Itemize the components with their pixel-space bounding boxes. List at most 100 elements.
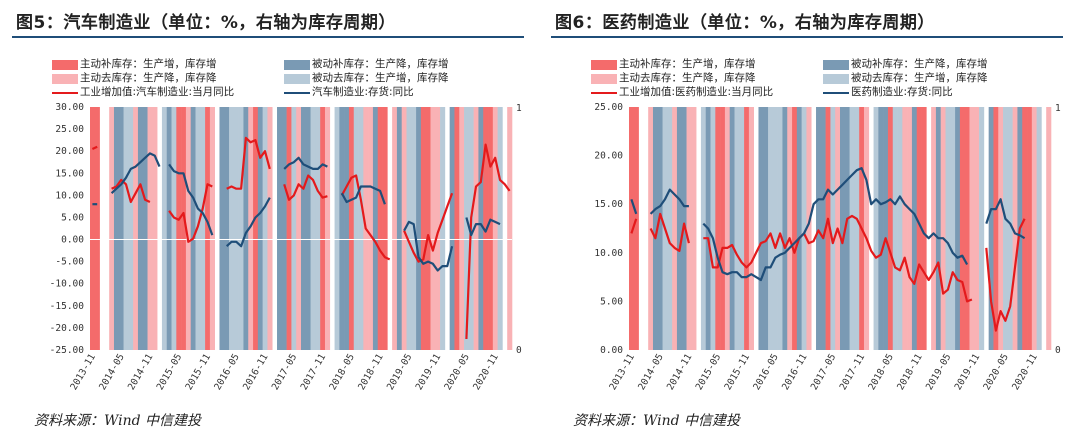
- y-tick-label: 20.00: [594, 151, 623, 162]
- cycle-band: [315, 107, 321, 350]
- x-tick-label: 2018-11: [356, 352, 386, 392]
- cycle-band: [133, 107, 139, 350]
- y-tick-label: -15.00: [50, 301, 85, 312]
- legend-label: 被动去库存：生产增，库存降: [851, 72, 988, 84]
- cycle-bands: [90, 107, 513, 350]
- cycle-band: [281, 107, 287, 350]
- cycle-band: [190, 107, 196, 350]
- cycle-band: [277, 107, 283, 350]
- cycle-band: [324, 107, 331, 350]
- cycle-band: [291, 107, 297, 350]
- cycle-band: [710, 107, 716, 350]
- cycle-band: [974, 107, 980, 350]
- cycle-band: [392, 107, 398, 350]
- cycle-band: [796, 107, 802, 350]
- cycle-band: [161, 107, 168, 350]
- cycle-band: [777, 107, 783, 350]
- cycle-band: [238, 107, 244, 350]
- cycle-band: [1012, 107, 1018, 350]
- cycle-band: [844, 107, 850, 350]
- legend-line-icon: [823, 91, 849, 94]
- legend-item-inventory-yoy: 医药制造业:存货:同比: [823, 85, 953, 100]
- y-tick-label: 0.00: [61, 235, 84, 246]
- legend-label: 主动去库存：生产降，库存降: [619, 72, 756, 84]
- cycle-band: [672, 107, 678, 350]
- x-tick-label: 2020-05: [981, 352, 1011, 392]
- cycle-band: [873, 107, 879, 350]
- cycle-band: [825, 107, 831, 350]
- y-tick-label: 10.00: [594, 248, 623, 259]
- legend-swatch-icon: [591, 73, 617, 84]
- cycle-band: [691, 107, 697, 350]
- output-yoy-line-segment: [403, 192, 454, 263]
- chart-automobile: 30.00 25.00 20.00 15.00 10.00 5.00 0.00 -5.00 -1…: [50, 102, 522, 392]
- legend-label: 汽车制造业:存货:同比: [312, 86, 414, 98]
- legend-item-inventory-yoy: 汽车制造业:存货:同比: [284, 85, 414, 100]
- title-rule: [12, 36, 524, 38]
- cycle-band: [420, 107, 426, 350]
- cycle-band: [464, 107, 470, 350]
- cycle-band: [715, 107, 721, 350]
- cycle-bands: [629, 107, 1052, 350]
- y-tick-label: -10.00: [50, 279, 85, 290]
- y-tick-label: 15.00: [594, 199, 623, 210]
- inventory-yoy-line-segment: [168, 163, 214, 236]
- cycle-band: [724, 107, 731, 350]
- inventory-yoy-line-segment: [110, 152, 161, 195]
- x-tick-label: 2014-05: [97, 352, 127, 392]
- cycle-band: [497, 107, 503, 350]
- cycle-band: [950, 107, 956, 350]
- legend-item-active-destock: 主动去库存：生产降，库存降: [52, 71, 217, 86]
- cycle-band: [993, 107, 999, 350]
- cycle-band: [1022, 107, 1028, 350]
- cycle-band: [959, 107, 965, 350]
- cycle-band: [1046, 107, 1052, 350]
- y-tick-label: -25.00: [50, 345, 85, 356]
- output-yoy-line-segment: [283, 174, 328, 201]
- cycle-band: [473, 107, 479, 350]
- source-note: 资料来源：Wind 中信建投: [34, 413, 202, 429]
- inventory-yoy-line-segment: [985, 198, 1026, 240]
- cycle-band: [459, 107, 465, 350]
- legend-item-active-destock: 主动去库存：生产降，库存降: [591, 71, 756, 86]
- cycle-band: [700, 107, 707, 350]
- inventory-yoy-line-segment: [225, 197, 271, 248]
- y-tick-label: 20.00: [55, 146, 84, 157]
- cycle-band: [109, 107, 115, 350]
- output-yoy-line-segment: [703, 214, 973, 303]
- cycle-band: [262, 107, 268, 350]
- cycle-band: [286, 107, 292, 350]
- cycle-band: [739, 107, 745, 350]
- cycle-band: [176, 107, 182, 350]
- y-tick-label: -5.00: [55, 257, 84, 268]
- x-tick-label: 2017-11: [299, 352, 329, 392]
- x-tick-label: 2020-05: [442, 352, 472, 392]
- cycle-band: [806, 107, 812, 350]
- cycle-band: [113, 107, 120, 350]
- cycle-band: [1031, 107, 1037, 350]
- y-tick-label: 25.00: [55, 124, 84, 135]
- cycle-band: [248, 107, 254, 350]
- cycle-band: [744, 107, 750, 350]
- cycle-band: [1036, 107, 1042, 350]
- cycle-band: [296, 107, 302, 350]
- x-tick-label: 2016-11: [241, 352, 271, 392]
- cycle-band: [243, 107, 249, 350]
- cycle-band: [142, 107, 148, 350]
- x-tick-label: 2019-11: [953, 352, 983, 392]
- legend-swatch-icon: [823, 73, 849, 84]
- cycle-band: [90, 107, 96, 350]
- y-tick-label: -20.00: [50, 323, 85, 334]
- cycle-band: [629, 107, 635, 350]
- legend-item-active-restock: 主动补库存：生产增，库存增: [52, 57, 217, 72]
- inventory-yoy-line-segment: [403, 220, 454, 272]
- cycle-band: [1003, 107, 1009, 350]
- inventory-yoy-line-segment: [340, 185, 386, 205]
- cycle-band: [686, 107, 692, 350]
- cycle-band: [849, 107, 855, 350]
- cycle-band: [396, 107, 403, 350]
- cycle-band: [382, 107, 388, 350]
- cycle-band: [676, 107, 683, 350]
- output-yoy-line-segment: [985, 218, 1026, 332]
- cycle-band: [945, 107, 951, 350]
